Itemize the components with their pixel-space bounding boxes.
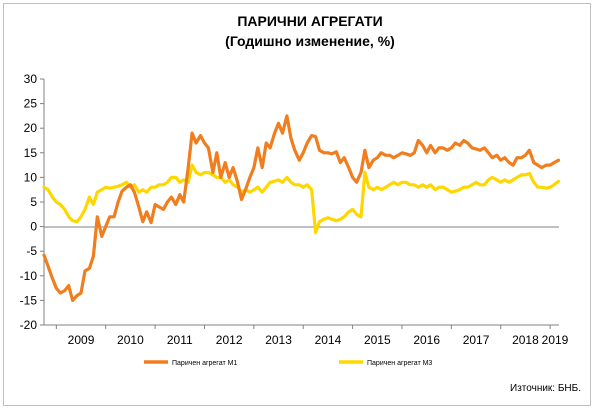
chart-title: ПАРИЧНИ АГРЕГАТИ: [237, 13, 382, 29]
series-line-m1: [42, 114, 561, 302]
y-tick-label: 25: [24, 97, 38, 111]
x-ticks: 2009 2010 2011 2012 2013 2014 2015 2016 2017 2018…: [55, 325, 569, 347]
y-tick-label: -10: [20, 269, 38, 283]
x-tick-label: 2013: [265, 333, 292, 347]
y-tick-label: 5: [30, 195, 37, 209]
x-tick-label: 2012: [216, 333, 243, 347]
x-tick-label: 2015: [364, 333, 391, 347]
y-tick-label: 15: [24, 146, 38, 160]
chart-subtitle: (Годишно изменение, %): [225, 33, 395, 49]
x-tick-label: 2010: [117, 333, 144, 347]
y-tick-label: 0: [30, 220, 37, 234]
series-lines: [42, 114, 561, 302]
y-ticks: 30 25 20 15 10 5 0 -5 -10 -15 -20: [20, 72, 44, 332]
legend-label-m3: Паричен агрегат М3: [367, 360, 432, 367]
legend-label-m1: Паричен агрегат М1: [172, 360, 237, 367]
x-tick-label: 2011: [167, 333, 193, 347]
y-tick-label: 10: [24, 170, 38, 184]
y-tick-label: -5: [26, 244, 37, 258]
x-tick-label: 2009: [68, 333, 95, 347]
x-tick-label: 2018: [512, 333, 539, 347]
y-tick-label: -15: [20, 293, 38, 307]
legend: Паричен агрегат М1 Паричен агрегат М3: [144, 360, 432, 367]
x-tick-label: 2014: [315, 333, 342, 347]
y-tick-label: 20: [24, 121, 38, 135]
series-line-m3: [42, 163, 561, 235]
source-note: Източник: БНБ.: [510, 383, 581, 394]
chart-frame: [3, 3, 591, 406]
y-tick-label: -20: [20, 318, 38, 332]
x-tick-label: 2017: [463, 333, 490, 347]
x-tick-label: 2019: [542, 333, 569, 347]
x-tick-label: 2016: [413, 333, 440, 347]
y-tick-label: 30: [24, 72, 38, 86]
